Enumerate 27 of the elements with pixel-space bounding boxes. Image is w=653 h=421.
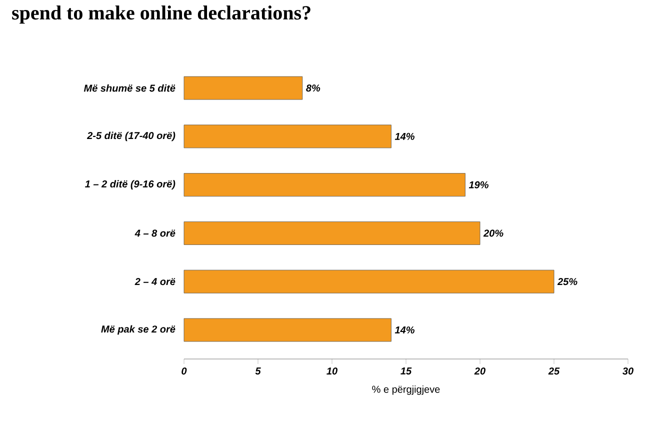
x-tick-label: 0 [182,368,187,375]
x-tick-label: 30 [622,368,634,375]
bar [184,124,392,148]
bar [184,270,554,294]
data-label: 14% [394,326,414,334]
x-axis-title: % e përgjigjeve [372,385,440,395]
data-label: 25% [557,278,578,286]
chart-title: spend to make online declarations? [12,6,310,24]
data-label: 19% [468,181,488,188]
y-tick-label: Më pak se 2 orë [101,325,176,335]
y-tick-label: 2 – 4 orë [134,278,176,286]
data-label: 14% [394,132,414,140]
x-tick-label: 25 [548,368,560,375]
y-tick-label: Më shumë se 5 ditë [84,84,176,92]
x-tick-label: 15 [400,368,412,375]
bar [184,222,480,245]
x-tick-label: 20 [474,368,486,375]
x-tick-label: 5 [255,368,261,375]
data-label: 8% [306,84,320,92]
bar [184,76,303,100]
y-tick-label: 4 – 8 orë [134,230,176,237]
bar [184,173,466,197]
x-tick-label: 10 [326,368,338,375]
bar [184,318,392,342]
y-tick-label: 2-5 ditë (17-40 orë) [86,132,176,142]
y-tick-label: 1 – 2 ditë (9-16 orë) [85,180,176,190]
data-label: 20% [483,230,504,237]
